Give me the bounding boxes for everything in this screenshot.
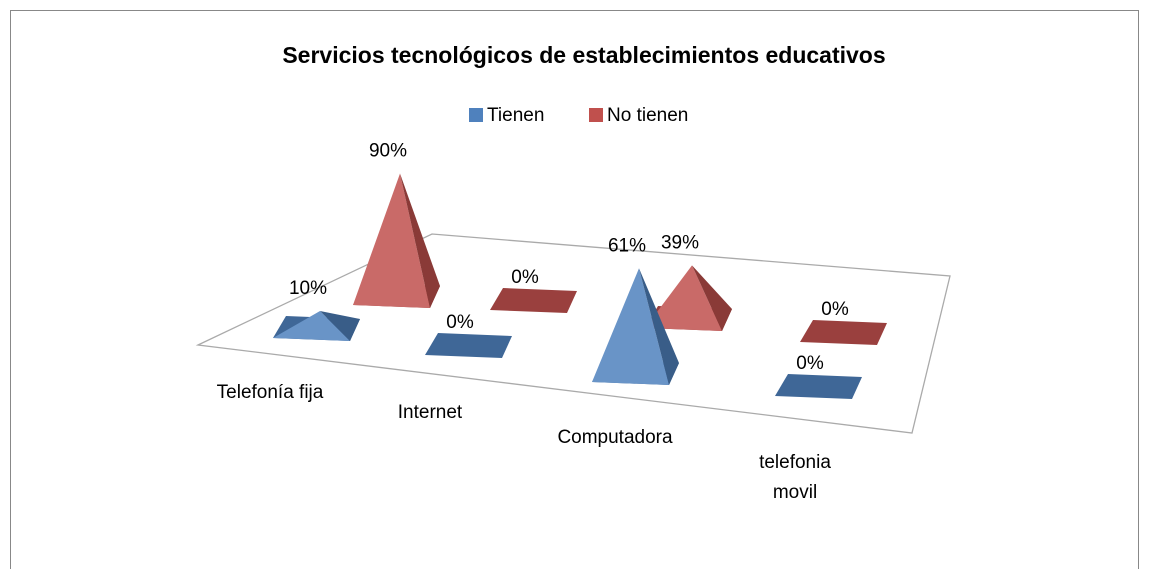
pyramid	[775, 374, 862, 399]
category-label: Computadora	[557, 427, 673, 448]
pyramid	[800, 320, 887, 345]
chart-title: Servicios tecnológicos de establecimient…	[282, 42, 885, 68]
pyramid	[645, 265, 732, 331]
pyramid-side	[320, 311, 360, 341]
pyramid-base	[425, 333, 512, 358]
pyramid-face	[592, 268, 669, 385]
value-label: 0%	[821, 299, 849, 320]
value-label: 10%	[289, 278, 327, 299]
value-label: 90%	[369, 141, 407, 162]
pyramid-face	[645, 265, 722, 331]
pyramid	[353, 173, 440, 308]
pyramid	[273, 311, 360, 341]
value-label: 0%	[796, 353, 824, 374]
legend-swatch	[589, 108, 603, 122]
category-label: Internet	[397, 402, 463, 423]
category-label: Telefonía fija	[216, 382, 324, 403]
pyramid-face	[273, 311, 350, 341]
value-label: 0%	[446, 312, 474, 333]
value-label: 0%	[511, 267, 539, 288]
legend-swatch	[469, 108, 483, 122]
value-label: 61%	[608, 235, 646, 256]
pyramid-base	[775, 374, 862, 399]
pyramid	[592, 268, 679, 385]
pyramid-side	[692, 265, 732, 331]
pyramid-side	[639, 268, 679, 385]
category-label: telefonia movil	[759, 452, 831, 503]
pyramid-base	[800, 320, 887, 345]
floor	[195, 233, 951, 434]
pyramid-side	[400, 173, 440, 308]
pyramid	[490, 288, 577, 313]
legend-label: Tienen	[487, 105, 544, 126]
pyramid	[425, 333, 512, 358]
legend-label: No tienen	[607, 105, 688, 126]
pyramid-face	[353, 173, 430, 308]
value-label: 39%	[661, 232, 699, 253]
chart-frame	[10, 10, 1139, 569]
pyramid-base	[490, 288, 577, 313]
